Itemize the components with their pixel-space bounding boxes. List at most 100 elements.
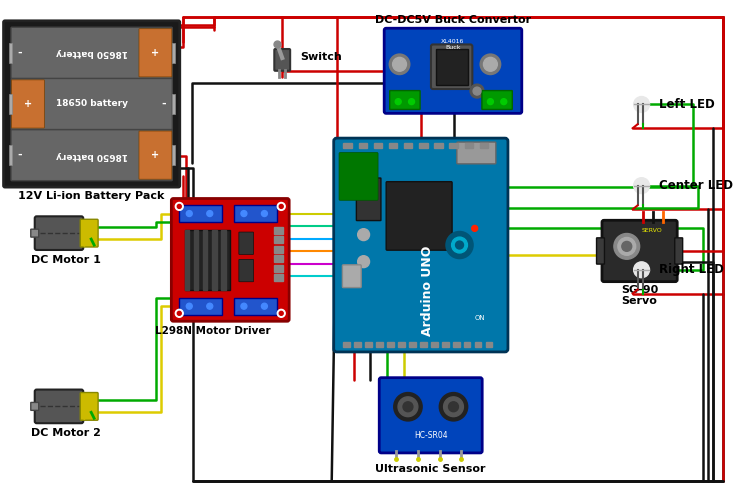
Text: SERVO: SERVO — [642, 228, 663, 233]
FancyBboxPatch shape — [4, 21, 180, 187]
Circle shape — [403, 402, 413, 412]
FancyBboxPatch shape — [31, 402, 39, 410]
FancyBboxPatch shape — [179, 298, 222, 314]
Circle shape — [186, 210, 192, 216]
FancyBboxPatch shape — [172, 43, 176, 63]
Bar — [376, 342, 383, 347]
FancyBboxPatch shape — [34, 216, 83, 250]
Text: ON: ON — [475, 315, 485, 321]
FancyBboxPatch shape — [339, 152, 378, 200]
Text: 18650 battery: 18650 battery — [56, 150, 128, 159]
Circle shape — [262, 210, 268, 216]
Text: Arduino UNO: Arduino UNO — [421, 246, 434, 336]
Circle shape — [207, 210, 213, 216]
Circle shape — [440, 393, 467, 421]
Bar — [274, 265, 283, 272]
Bar — [464, 143, 473, 148]
Circle shape — [358, 256, 370, 268]
Circle shape — [443, 397, 464, 417]
Circle shape — [279, 204, 284, 208]
Bar — [404, 143, 412, 148]
Circle shape — [398, 397, 418, 417]
Circle shape — [452, 237, 467, 253]
FancyBboxPatch shape — [11, 80, 44, 128]
FancyBboxPatch shape — [482, 91, 512, 109]
FancyBboxPatch shape — [11, 130, 173, 181]
Text: DC Motor 2: DC Motor 2 — [32, 428, 101, 438]
FancyBboxPatch shape — [179, 205, 222, 222]
FancyBboxPatch shape — [80, 393, 98, 420]
Text: HC-SR04: HC-SR04 — [414, 431, 448, 440]
Text: Ultrasonic Sensor: Ultrasonic Sensor — [376, 464, 486, 474]
Text: +: + — [152, 150, 160, 160]
Circle shape — [176, 309, 183, 317]
Text: SG-90
Servo: SG-90 Servo — [621, 285, 658, 306]
Circle shape — [186, 303, 192, 309]
FancyBboxPatch shape — [31, 229, 39, 237]
Text: -: - — [17, 48, 22, 58]
Circle shape — [207, 303, 213, 309]
Circle shape — [241, 303, 247, 309]
Text: 12V Li-ion Battery Pack: 12V Li-ion Battery Pack — [19, 191, 165, 200]
FancyBboxPatch shape — [9, 145, 12, 165]
Bar — [274, 246, 283, 253]
Bar — [453, 342, 460, 347]
Text: +: + — [24, 99, 32, 109]
Bar — [274, 227, 283, 234]
Bar — [274, 255, 283, 262]
Bar — [212, 230, 217, 290]
Text: Right LED: Right LED — [659, 263, 724, 276]
FancyBboxPatch shape — [34, 390, 83, 423]
FancyBboxPatch shape — [436, 49, 468, 86]
Bar — [358, 143, 367, 148]
Circle shape — [177, 204, 182, 208]
Bar — [344, 143, 352, 148]
FancyBboxPatch shape — [596, 238, 604, 264]
FancyBboxPatch shape — [139, 131, 172, 179]
Bar — [409, 342, 416, 347]
Circle shape — [484, 57, 497, 71]
FancyBboxPatch shape — [9, 43, 12, 63]
Circle shape — [634, 97, 650, 112]
FancyBboxPatch shape — [172, 94, 176, 114]
FancyBboxPatch shape — [274, 49, 290, 71]
Circle shape — [473, 87, 481, 95]
Circle shape — [618, 238, 636, 255]
Text: DC Motor 1: DC Motor 1 — [32, 255, 101, 265]
Bar — [464, 342, 470, 347]
Circle shape — [634, 262, 650, 278]
Text: Switch: Switch — [300, 52, 342, 62]
Bar — [480, 143, 488, 148]
FancyBboxPatch shape — [238, 232, 254, 254]
FancyBboxPatch shape — [11, 78, 173, 130]
Bar — [475, 342, 482, 347]
Circle shape — [455, 241, 464, 249]
Circle shape — [470, 84, 484, 98]
Bar — [431, 342, 438, 347]
Circle shape — [447, 232, 472, 258]
Bar — [203, 230, 208, 290]
FancyBboxPatch shape — [80, 219, 98, 247]
Circle shape — [176, 202, 183, 210]
Circle shape — [501, 99, 507, 104]
Circle shape — [448, 402, 458, 412]
Text: +: + — [152, 48, 160, 58]
Circle shape — [278, 309, 285, 317]
FancyBboxPatch shape — [9, 94, 12, 114]
FancyBboxPatch shape — [139, 29, 172, 77]
Bar — [388, 143, 398, 148]
Text: 18650 battery: 18650 battery — [56, 99, 128, 108]
FancyBboxPatch shape — [234, 205, 277, 222]
FancyBboxPatch shape — [390, 91, 420, 109]
Circle shape — [358, 229, 370, 241]
Text: Center LED: Center LED — [659, 179, 734, 192]
Circle shape — [481, 54, 500, 74]
FancyBboxPatch shape — [431, 45, 472, 89]
FancyBboxPatch shape — [457, 142, 496, 164]
Circle shape — [279, 311, 284, 315]
Bar — [365, 342, 372, 347]
Text: XL4016
Buck: XL4016 Buck — [441, 40, 465, 50]
Bar — [274, 274, 283, 281]
FancyBboxPatch shape — [386, 182, 452, 250]
FancyBboxPatch shape — [675, 238, 682, 264]
